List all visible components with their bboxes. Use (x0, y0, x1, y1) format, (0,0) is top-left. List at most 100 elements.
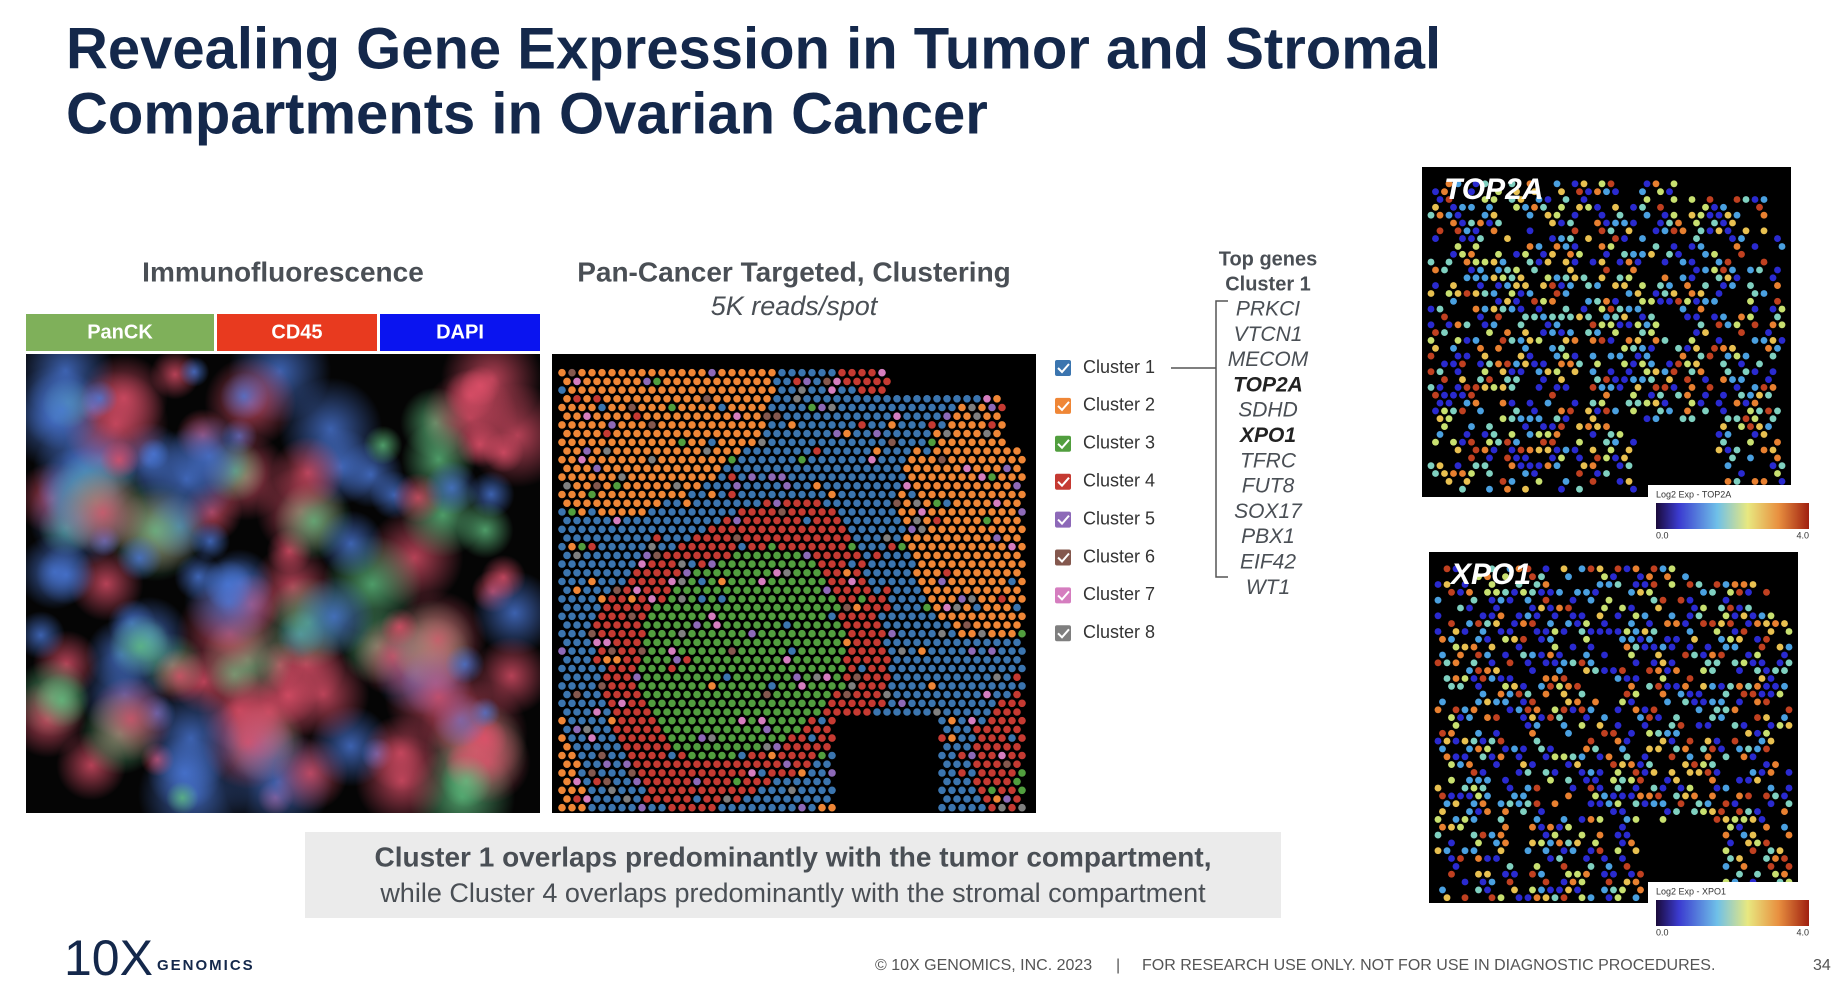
spot (578, 490, 586, 499)
spot (973, 551, 981, 560)
spot (1731, 721, 1739, 729)
spot (1578, 628, 1586, 635)
title-line: Revealing Gene Expression in Tumor and S… (66, 16, 1441, 81)
spot (1614, 581, 1622, 588)
spot (1551, 753, 1559, 761)
spot (918, 682, 926, 690)
spot (788, 769, 796, 777)
spot (733, 638, 741, 647)
spot (1709, 698, 1716, 706)
spot (808, 664, 816, 673)
spot (1506, 565, 1514, 573)
spot (863, 656, 871, 664)
spot (603, 725, 611, 734)
spot (713, 725, 721, 734)
spot (1553, 321, 1561, 329)
spot (883, 499, 891, 508)
spot (698, 421, 706, 429)
spot (613, 586, 621, 594)
spot (1720, 266, 1727, 274)
spot (798, 421, 806, 429)
spot (833, 534, 841, 542)
spot (1439, 729, 1446, 737)
spot (608, 786, 616, 795)
spot (568, 560, 576, 568)
spot (848, 612, 856, 621)
spot (958, 612, 966, 621)
spot (1499, 305, 1507, 313)
spot (1603, 376, 1610, 384)
spot (923, 708, 931, 716)
spot (693, 725, 701, 734)
spot (1513, 438, 1520, 446)
spot (798, 612, 806, 621)
spot (1529, 667, 1536, 675)
spot (1650, 784, 1658, 792)
spot (968, 751, 976, 760)
spot (1502, 588, 1509, 596)
spot (1688, 196, 1696, 203)
spot (1666, 188, 1673, 196)
spot (1533, 721, 1541, 729)
spot (1670, 368, 1678, 376)
spot (978, 525, 986, 534)
spot (708, 577, 716, 586)
spot (1497, 894, 1505, 902)
spot (768, 803, 776, 812)
spot (868, 629, 876, 638)
spot (728, 734, 736, 742)
spot (1488, 894, 1496, 902)
spot (1641, 612, 1649, 620)
spot (593, 603, 601, 612)
spot (1625, 446, 1633, 454)
spot (838, 595, 846, 603)
spot (1515, 565, 1523, 573)
spot (893, 534, 901, 542)
spot (623, 638, 631, 647)
spot (1623, 690, 1631, 698)
spot (1639, 313, 1646, 321)
spot (1628, 729, 1635, 737)
spot (1724, 430, 1732, 438)
spot (1547, 776, 1554, 784)
spot (1776, 847, 1784, 855)
spot (753, 603, 761, 612)
spot (978, 595, 986, 603)
spot (913, 690, 921, 699)
spot (1772, 682, 1779, 690)
spot (583, 690, 591, 699)
spot (1553, 446, 1561, 454)
spot (1529, 604, 1536, 612)
spot (718, 751, 726, 760)
spot (1751, 305, 1759, 313)
spot (768, 664, 776, 673)
spot (1650, 643, 1658, 651)
spot (1668, 581, 1676, 588)
spot (718, 438, 726, 447)
spot (968, 403, 976, 412)
spot (1664, 620, 1671, 628)
spot (1459, 438, 1466, 446)
spot (738, 786, 746, 795)
spot (683, 603, 691, 612)
spot (1477, 282, 1484, 290)
spot (1549, 329, 1556, 337)
spot (668, 751, 676, 760)
spot (1497, 800, 1505, 808)
spot (698, 664, 706, 673)
spot (808, 699, 816, 708)
spot (1003, 743, 1011, 751)
spot (878, 595, 886, 603)
spot (578, 403, 586, 412)
spot (1767, 768, 1775, 776)
spot (723, 760, 731, 768)
spot (558, 403, 566, 412)
spot (628, 803, 636, 812)
spot (563, 638, 571, 647)
spot (628, 403, 636, 412)
spot (1499, 258, 1507, 266)
spot (1513, 250, 1520, 258)
spot (968, 699, 976, 708)
spot (563, 603, 571, 612)
spot (808, 490, 816, 499)
